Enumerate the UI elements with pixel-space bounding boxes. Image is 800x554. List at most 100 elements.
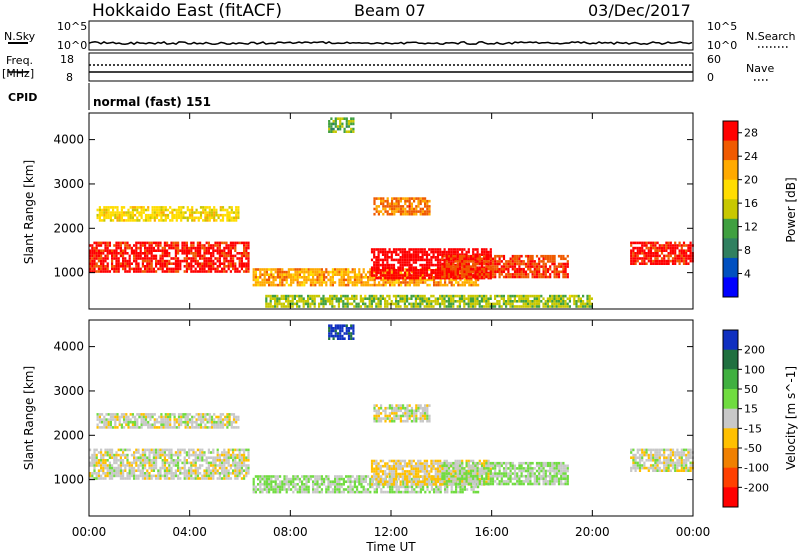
power-cell [428,278,431,282]
power-cell [237,211,240,214]
power-cell [375,261,378,264]
velocity-cell [219,415,222,419]
power-cell [641,241,644,245]
velocity-cell [208,415,211,419]
power-cell [213,216,216,220]
power-cell [520,270,523,274]
power-cell [123,213,126,217]
power-cell [524,262,528,266]
power-cell [496,254,499,258]
power-cell [225,257,228,260]
power-cell [150,246,153,250]
velocity-cell [95,448,98,452]
power-cell [323,273,326,276]
power-cell [162,219,165,222]
power-cell [386,199,389,203]
power-cell [549,300,552,303]
power-cell [423,297,426,300]
power-cell [384,266,387,269]
power-cell [656,262,659,265]
power-cell [375,258,378,262]
power-cell [649,241,653,245]
power-cell [454,254,457,258]
power-cell [636,246,639,250]
power-cell [474,258,477,262]
power-cell [454,257,457,261]
power-cell [415,207,418,211]
power-cell [399,256,402,259]
power-cell [399,248,402,251]
power-cell [146,246,149,250]
velocity-cell [103,423,106,427]
power-cell [638,249,642,252]
velocity-cell [115,451,118,454]
power-cell [223,254,226,258]
power-cell [212,259,215,263]
power-cell [480,248,484,251]
velocity-cell [163,477,166,480]
power-cell [375,305,378,308]
power-cell [452,276,455,280]
power-cell [278,300,281,303]
velocity-cell [188,474,191,478]
velocity-cell [336,477,339,481]
power-cell [472,253,475,256]
power-cell [395,199,398,203]
power-cell [410,253,413,256]
power-cell [192,259,195,263]
power-cell [174,241,177,245]
power-cell [274,294,277,298]
velocity-cell [89,456,92,459]
power-cell [177,267,180,271]
power-cell [511,273,514,276]
velocity-heatmap-cells [89,324,694,494]
power-cell [390,276,393,280]
power-cell [379,297,382,300]
velocity-cell [155,459,158,462]
power-cell [126,241,129,245]
power-cell [155,208,159,212]
velocity-cell [129,418,132,421]
velocity-cell [170,456,173,459]
power-cell [240,252,243,255]
velocity-cell [240,472,243,475]
power-cell [643,262,646,265]
velocity-cell [141,464,144,467]
power-cell [671,249,675,252]
power-cell [315,294,318,298]
power-cell [377,269,380,272]
power-cell [213,213,216,217]
power-cell [555,275,558,279]
power-cell [417,305,420,308]
power-cell [111,252,114,255]
power-cell [441,257,444,261]
power-cell [496,270,499,274]
power-cell [217,216,220,220]
velocity-cell [290,480,293,483]
power-cell [404,207,407,211]
power-cell [96,213,99,217]
power-cell [334,120,337,123]
velocity-cell [104,451,107,454]
power-cell [205,249,208,252]
power-cell [373,207,376,211]
velocity-cell [238,464,241,467]
power-cell [124,267,127,271]
velocity-cell [148,477,151,480]
velocity-cell [406,488,409,491]
velocity-cell [221,426,225,429]
power-region [373,197,431,216]
power-cell [353,294,356,298]
power-cell [685,259,688,263]
power-cell [366,305,369,308]
velocity-cell [358,483,361,486]
power-cell [408,253,411,256]
power-cell [381,294,384,298]
power-cell [298,273,301,276]
power-cell [397,261,400,264]
power-cell [364,281,367,284]
power-cell [305,270,308,274]
power-cell [586,300,589,303]
power-cell [323,278,326,282]
colorbar-segment [723,199,738,220]
